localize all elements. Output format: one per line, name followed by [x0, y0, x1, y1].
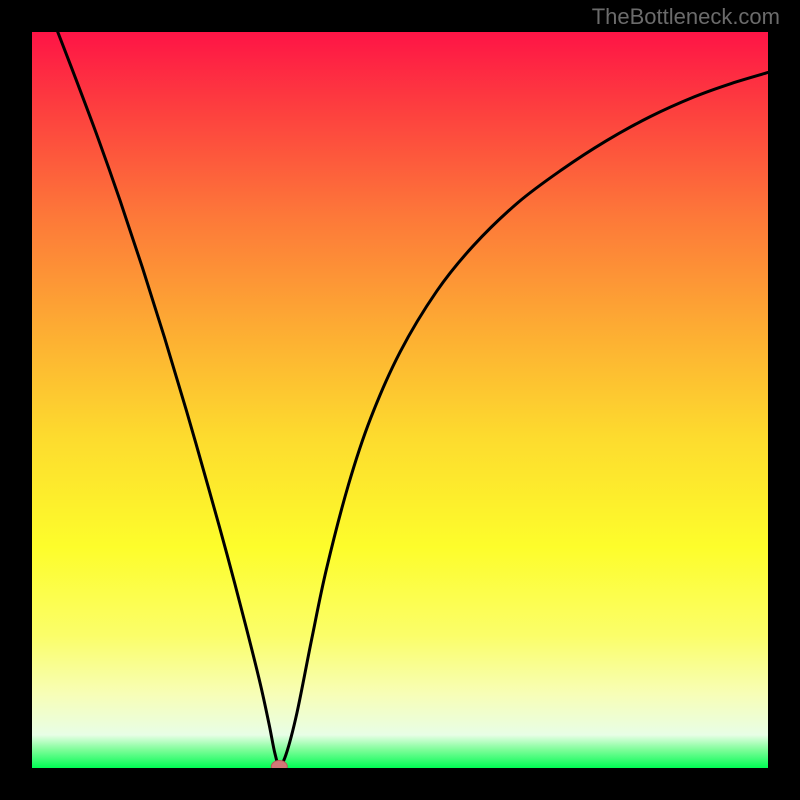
chart-wrapper: TheBottleneck.com	[0, 0, 800, 800]
min-marker	[271, 761, 287, 768]
plot-background	[32, 32, 768, 768]
plot-svg	[32, 32, 768, 768]
watermark-text: TheBottleneck.com	[592, 4, 780, 30]
